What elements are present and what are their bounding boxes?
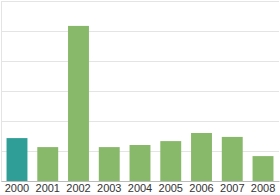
grid-line bbox=[1, 1, 279, 2]
bars bbox=[7, 26, 274, 181]
x-tick-label: 2006 bbox=[189, 182, 213, 194]
y-tick bbox=[1, 1, 279, 2]
x-tick-label: 2004 bbox=[128, 182, 152, 194]
x-tick-label: 2001 bbox=[36, 182, 60, 194]
grid-line bbox=[1, 91, 279, 92]
bar bbox=[7, 138, 28, 181]
x-tick: 2000 bbox=[5, 181, 29, 194]
x-tick-label: 2000 bbox=[5, 182, 29, 194]
plot: 2000 2001 2002 2003 2004 2005 2006 2007 2008 bbox=[1, 2, 280, 194]
x-tick: 2003 bbox=[97, 181, 121, 194]
x-tick: 2001 bbox=[36, 181, 60, 194]
grid-line bbox=[1, 121, 279, 122]
x-tick: 2005 bbox=[159, 181, 183, 194]
grid-line bbox=[1, 31, 279, 32]
grid-line bbox=[1, 61, 279, 62]
x-axis: 2000 2001 2002 2003 2004 2005 2006 2007 2008 bbox=[2, 181, 280, 194]
x-tick: 2007 bbox=[220, 181, 244, 194]
bar bbox=[191, 133, 212, 181]
x-tick: 2004 bbox=[128, 181, 152, 194]
bar bbox=[222, 137, 243, 181]
chart: 2000 2001 2002 2003 2004 2005 2006 2007 2008 bbox=[0, 0, 280, 195]
x-tick: 2002 bbox=[66, 181, 90, 194]
bar bbox=[68, 26, 89, 181]
x-tick-label: 2005 bbox=[159, 182, 183, 194]
y-tick bbox=[1, 31, 279, 32]
x-tick-label: 2003 bbox=[97, 182, 121, 194]
y-tick bbox=[1, 121, 279, 122]
bar bbox=[99, 147, 120, 181]
y-tick bbox=[1, 91, 279, 92]
y-axis bbox=[1, 2, 279, 182]
x-tick: 2006 bbox=[189, 181, 213, 194]
x-tick-label: 2007 bbox=[220, 182, 244, 194]
bar bbox=[130, 145, 151, 181]
bar bbox=[160, 141, 181, 181]
y-tick bbox=[1, 61, 279, 62]
bar bbox=[253, 156, 274, 181]
x-tick: 2008 bbox=[251, 181, 275, 194]
bar bbox=[37, 147, 58, 181]
x-tick-label: 2002 bbox=[66, 182, 90, 194]
x-tick-label: 2008 bbox=[251, 182, 275, 194]
